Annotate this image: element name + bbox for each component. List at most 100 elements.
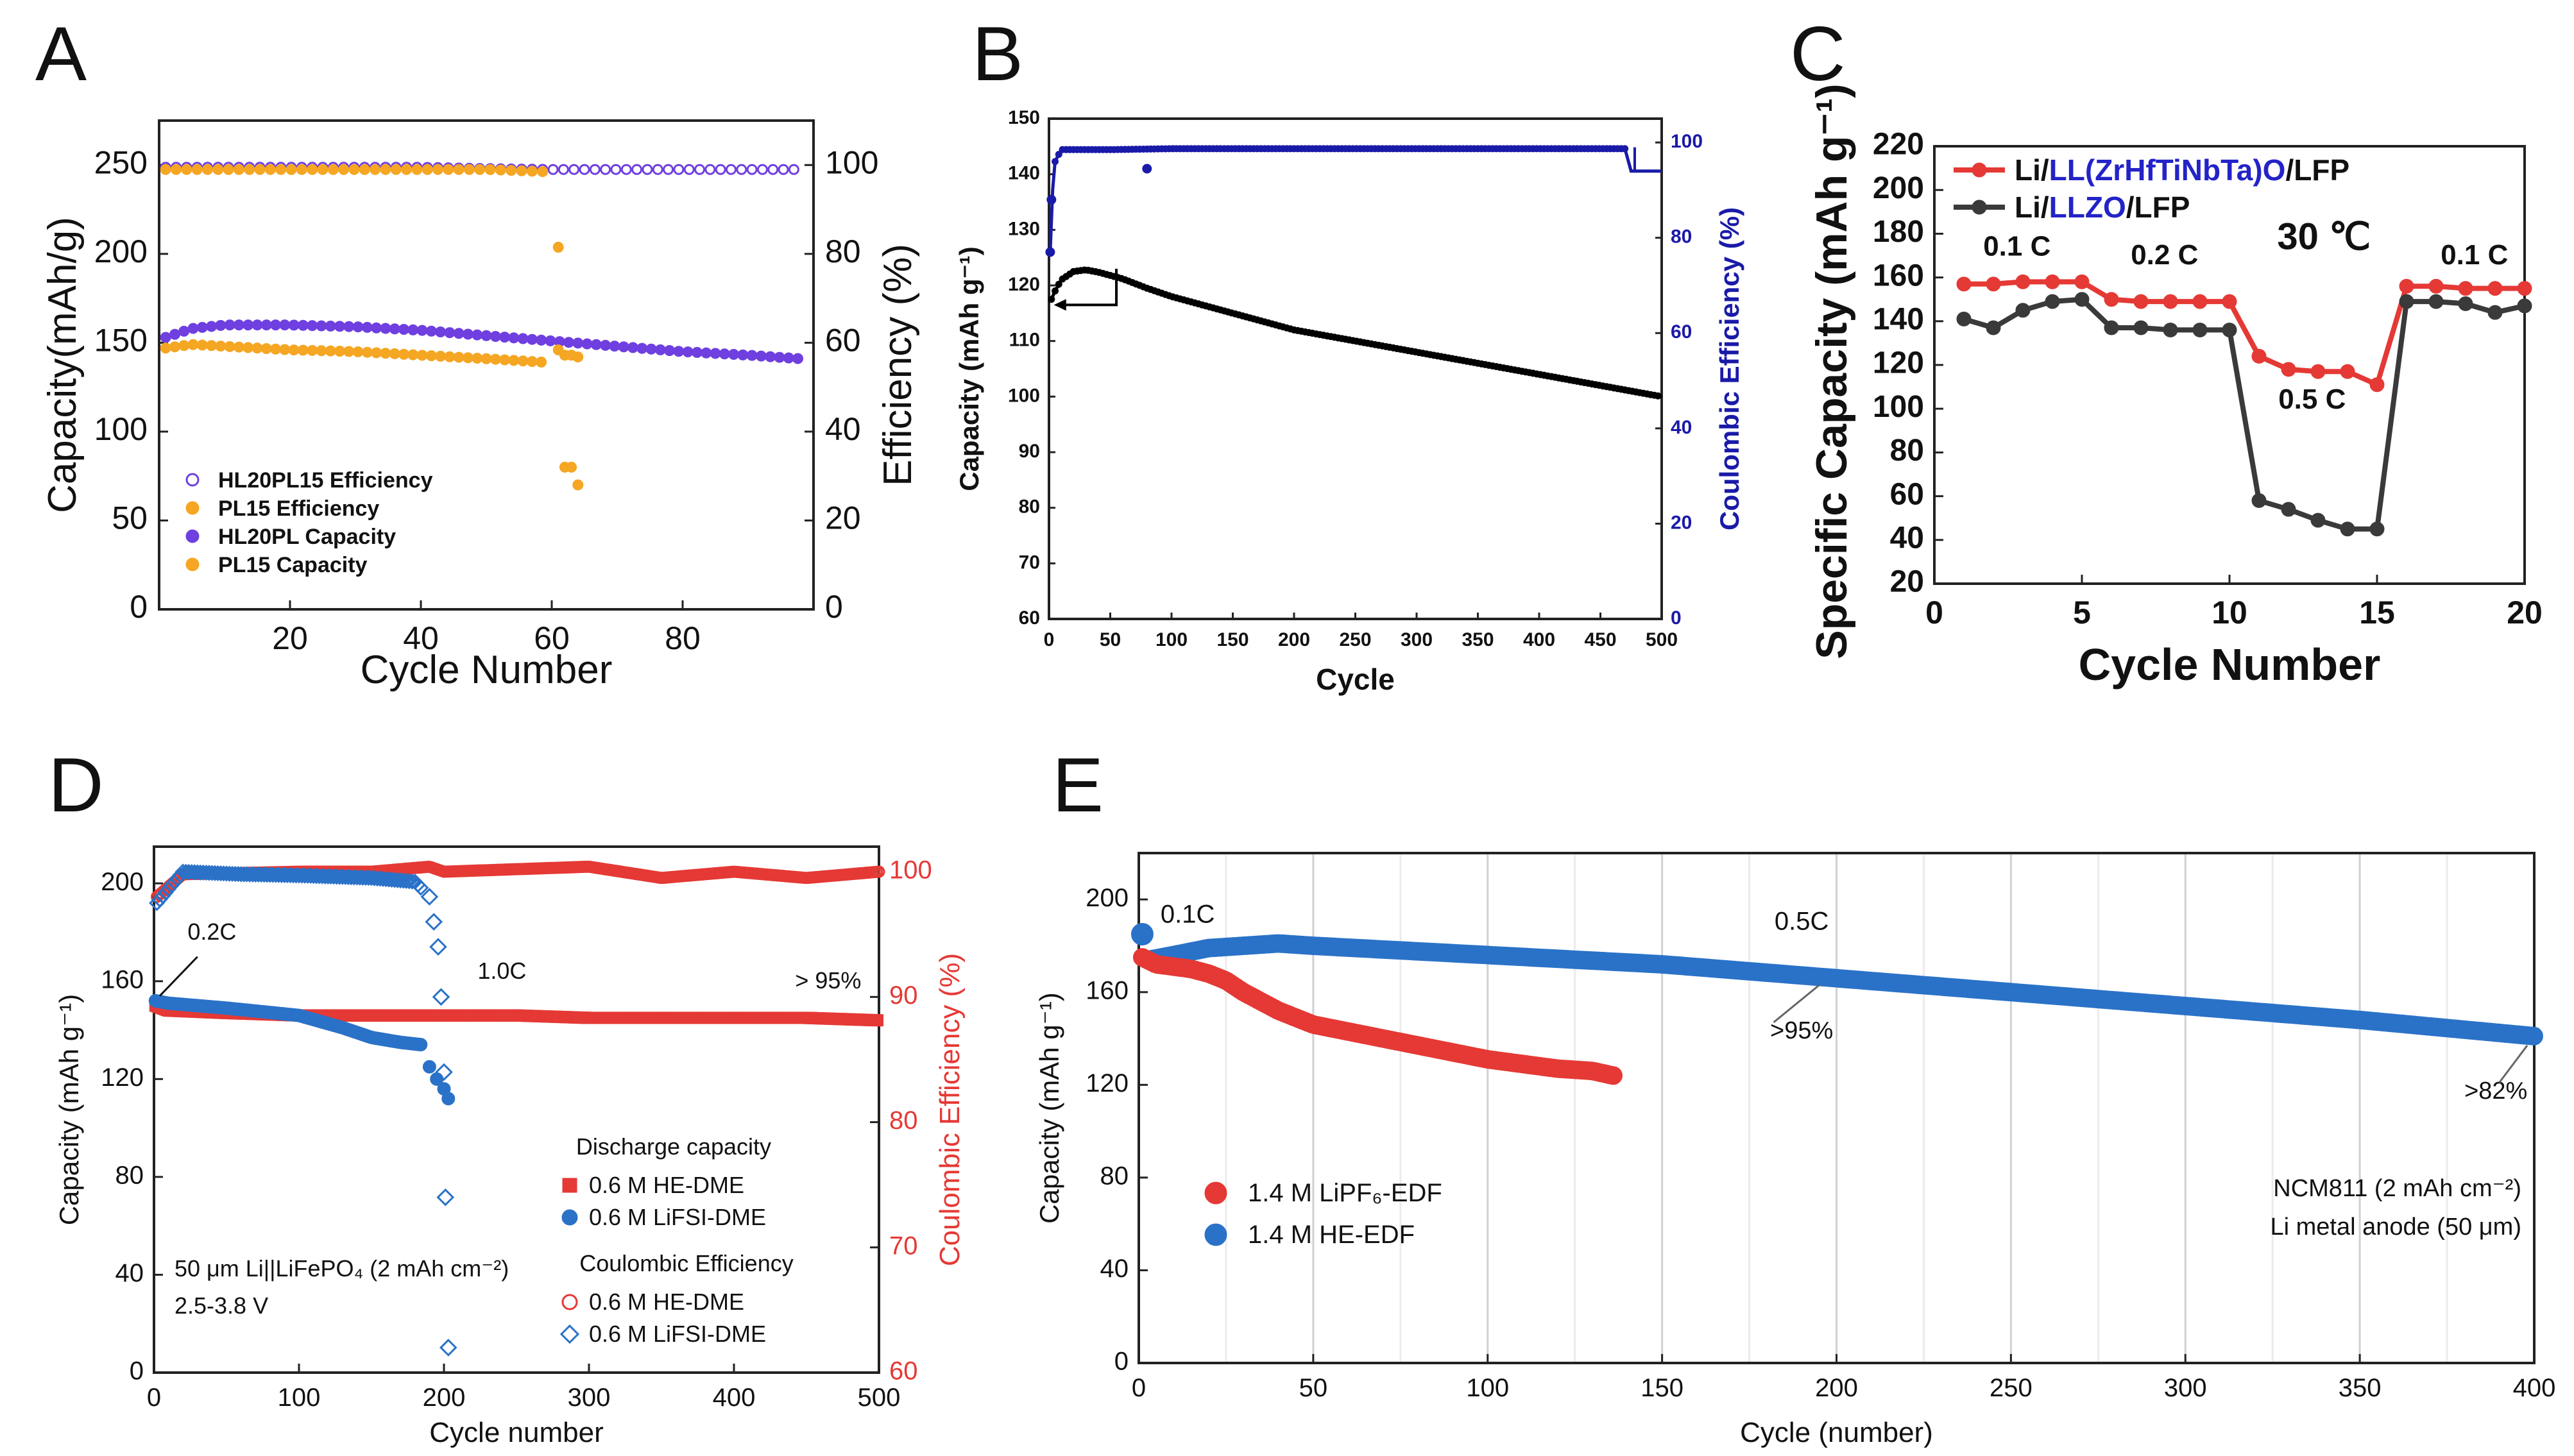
series-c-llzo-point: [2281, 502, 2296, 517]
series-a-pl-capacity-point: [288, 344, 300, 356]
series-c-llzo-point: [2015, 303, 2031, 318]
legend-c-marker: [1972, 162, 1987, 178]
legend-e-label: 1.4 M LiPF₆-EDF: [1248, 1179, 1442, 1207]
series-a-pl-capacity-point: [444, 351, 456, 362]
y-tick-label: 80: [1019, 496, 1040, 518]
legend-a-marker: [185, 473, 200, 487]
series-a-pl-capacity-point: [243, 342, 254, 353]
series-a-hl-capacity-point: [444, 327, 456, 339]
series-a-pl-efficiency-point: [380, 164, 391, 175]
series-a-pl-capacity-point: [215, 341, 226, 352]
series-c-llzo-point: [2517, 298, 2532, 314]
x-axis-title: Cycle: [1316, 663, 1395, 696]
series-a-hl-capacity-point: [590, 339, 602, 350]
legend-a-marker: [185, 501, 200, 515]
series-a-hl-capacity-point: [243, 319, 254, 331]
legend-c-label: Li/LL(ZrHfTiNbTa)O/LFP: [2015, 153, 2349, 187]
x-tick-label: 350: [1462, 629, 1494, 650]
annotation-1-0c: 1.0C: [477, 958, 526, 984]
series-c-llzo-point: [1956, 311, 1972, 326]
cell-info: 50 μm Li||LiFePO₄ (2 mAh cm⁻²): [175, 1255, 509, 1282]
panel-letter-c: C: [1790, 11, 1846, 97]
series-a-hl-efficiency-point: [631, 164, 643, 175]
series-a-hl-capacity-point: [792, 353, 804, 364]
y-tick-label: 200: [101, 868, 144, 896]
series-a-pl-capacity-point: [517, 355, 529, 367]
series-a-hl-capacity-point: [260, 319, 272, 331]
x-tick-label: 15: [2359, 595, 2395, 631]
series-a-hl-capacity-point: [270, 319, 282, 331]
series-a-hl-capacity-point: [380, 323, 391, 334]
x-tick-label: 200: [423, 1384, 466, 1412]
y-tick-label: 250: [94, 144, 148, 180]
series-a-pl-efficiency-point: [506, 165, 517, 176]
axis-arrow-right: [1633, 147, 1656, 173]
series-a-pl-capacity-point: [325, 345, 336, 357]
series-c-hea-point: [2104, 292, 2119, 307]
series-a-hl-capacity-point: [746, 350, 758, 361]
y2-tick-label: 70: [889, 1232, 918, 1260]
series-c-llzo-point: [2163, 322, 2178, 337]
x-tick-label: 500: [858, 1384, 901, 1412]
series-a-pl-efficiency-point: [359, 164, 370, 175]
series-a-hl-efficiency-point: [642, 164, 653, 175]
series-a-pl-efficiency-point: [286, 164, 297, 175]
series-b-ce-point: [1045, 247, 1055, 257]
y2-tick-label: 0: [825, 589, 843, 625]
y2-axis-title: Coulombic Efficiency (%): [934, 953, 966, 1266]
x-tick-label: 400: [1523, 629, 1555, 650]
legend-a-marker: [185, 557, 200, 571]
series-a-hl-capacity-point: [389, 323, 400, 335]
y-tick-label: 40: [115, 1259, 144, 1287]
series-a-pl-capacity-point: [307, 344, 318, 356]
series-a-hl-efficiency-point: [568, 164, 580, 175]
series-a-hl-capacity-point: [710, 348, 721, 359]
series-a-pl-efficiency-point: [411, 164, 423, 175]
series-a-hl-capacity-point: [407, 324, 419, 335]
series-a-pl-capacity-point: [407, 349, 419, 360]
series-a-pl-capacity-point: [536, 356, 547, 368]
series-a-hl-capacity-point: [481, 330, 492, 341]
series-a-pl-efficiency-point: [537, 166, 549, 178]
y2-tick-label: 100: [889, 856, 932, 885]
series-a-pl-efficiency-point: [160, 164, 171, 175]
series-a-hl-capacity-point: [517, 333, 529, 344]
series-c-llzo-point: [2487, 305, 2503, 320]
y-tick-label: 160: [1086, 976, 1129, 1004]
series-a-hl-capacity-point: [160, 332, 171, 343]
y-tick-label: 80: [1100, 1162, 1129, 1190]
y2-tick-label: 80: [825, 233, 861, 269]
series-a-pl-efficiency-point: [223, 164, 234, 175]
series-c-hea-point: [2163, 294, 2178, 309]
series-b-capacity-point: [1654, 392, 1662, 400]
x-tick-label: 100: [1155, 629, 1188, 650]
y2-tick-label: 0: [1671, 607, 1682, 629]
series-a-hl-capacity-point: [206, 321, 217, 332]
series-c-llzo-point: [2310, 512, 2326, 528]
y2-tick-label: 40: [1671, 417, 1692, 438]
y-tick-label: 120: [1008, 274, 1040, 295]
series-a-pl-capacity-point: [499, 354, 511, 366]
series-c-hea-point: [1956, 276, 1972, 292]
series-a-hl-capacity-point: [361, 321, 373, 333]
series-d-he-ce-point: [873, 865, 885, 878]
y-tick-label: 160: [101, 965, 144, 994]
series-a-hl-capacity-point: [297, 319, 309, 331]
y2-tick-label: 40: [825, 411, 861, 447]
series-a-pl-efficiency-point: [296, 164, 307, 175]
series-a-hl-capacity-point: [673, 346, 685, 357]
y-tick-label: 120: [101, 1063, 144, 1092]
x-tick-label: 300: [2164, 1374, 2207, 1402]
x-tick-label: 80: [665, 620, 701, 656]
y-tick-label: 180: [1873, 215, 1924, 249]
series-a-pl-capacity-point: [380, 348, 391, 359]
y2-tick-label: 20: [1671, 512, 1692, 533]
series-e-lipf6-edf-point: [1604, 1066, 1623, 1085]
series-a-pl-capacity-point: [526, 356, 538, 368]
series-a-hl-efficiency-point: [589, 164, 601, 175]
series-b-capacity-point: [1055, 280, 1062, 288]
series-c-llzo-point: [2428, 294, 2444, 309]
annotation-0-2c: 0.2C: [187, 918, 236, 945]
